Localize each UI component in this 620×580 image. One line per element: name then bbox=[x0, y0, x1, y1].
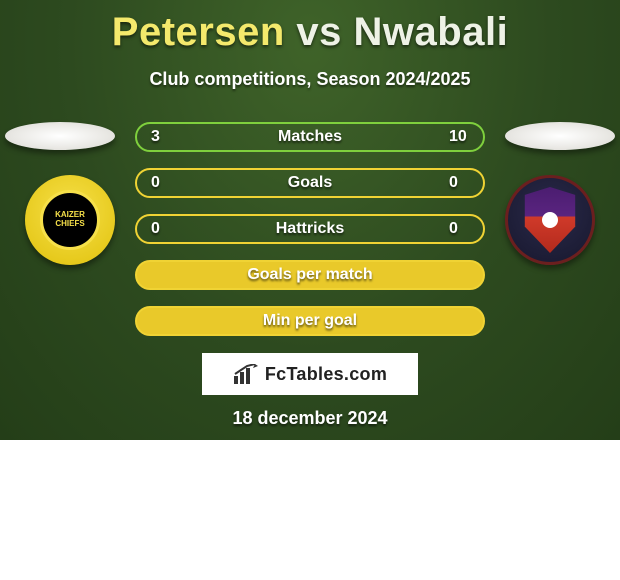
club-badge-left: KAIZER CHIEFS bbox=[25, 175, 115, 265]
page-title: Petersen vs Nwabali bbox=[0, 0, 620, 55]
watermark: FcTables.com bbox=[202, 353, 418, 395]
watermark-text: FcTables.com bbox=[265, 364, 387, 385]
stat-value-right: 0 bbox=[449, 220, 469, 238]
stat-row: 0 Goals 0 bbox=[135, 168, 485, 198]
vs-text: vs bbox=[296, 10, 342, 54]
club-badge-right bbox=[505, 175, 595, 265]
stat-label: Goals bbox=[288, 174, 332, 192]
stat-row: 3 Matches 10 bbox=[135, 122, 485, 152]
stat-value-right: 10 bbox=[449, 128, 469, 146]
player1-name: Petersen bbox=[112, 10, 285, 54]
stat-label: Min per goal bbox=[263, 312, 357, 330]
watermark-icon bbox=[233, 364, 259, 384]
club-badge-right-shield bbox=[522, 187, 578, 253]
player1-avatar-placeholder bbox=[5, 122, 115, 150]
stat-row: Goals per match bbox=[135, 260, 485, 290]
comparison-panel: Petersen vs Nwabali Club competitions, S… bbox=[0, 0, 620, 440]
player2-name: Nwabali bbox=[354, 10, 509, 54]
stat-label: Goals per match bbox=[247, 266, 372, 284]
subtitle: Club competitions, Season 2024/2025 bbox=[0, 69, 620, 90]
stats-list: 3 Matches 10 0 Goals 0 0 Hattricks 0 Goals per ma… bbox=[135, 122, 485, 352]
stat-label: Hattricks bbox=[276, 220, 344, 238]
stat-value-right: 0 bbox=[449, 174, 469, 192]
stat-label: Matches bbox=[278, 128, 342, 146]
player2-avatar-placeholder bbox=[505, 122, 615, 150]
stat-row: Min per goal bbox=[135, 306, 485, 336]
stat-row: 0 Hattricks 0 bbox=[135, 214, 485, 244]
stat-value-left: 0 bbox=[151, 220, 171, 238]
stat-value-left: 0 bbox=[151, 174, 171, 192]
date: 18 december 2024 bbox=[0, 408, 620, 429]
club-badge-left-label: KAIZER CHIEFS bbox=[40, 190, 100, 250]
stat-value-left: 3 bbox=[151, 128, 171, 146]
